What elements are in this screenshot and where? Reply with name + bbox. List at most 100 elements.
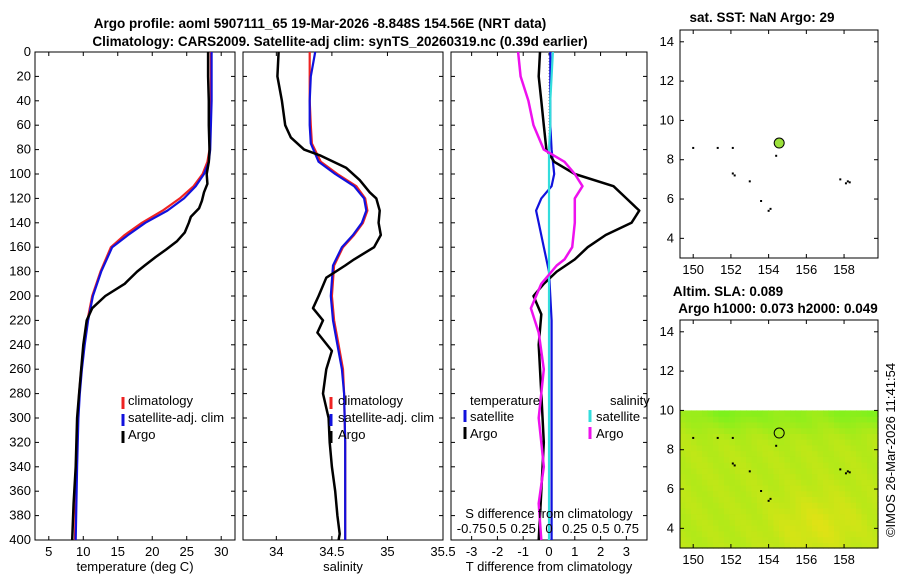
sla-cell (718, 542, 725, 549)
sla-cell (735, 421, 742, 429)
sla-cell (795, 416, 802, 423)
series-line-satellite-adj-clim (308, 51, 368, 540)
sla-cell (812, 542, 819, 549)
sla-cell (718, 536, 725, 543)
sla-cell (713, 421, 720, 429)
sla-cell (724, 502, 731, 509)
sla-cell (795, 444, 802, 452)
sla-cell (740, 496, 747, 503)
sla-cell (872, 513, 879, 520)
sla-cell (680, 467, 687, 475)
x-tick-label: 10 (76, 544, 90, 559)
sla-cell (768, 542, 775, 549)
sla-cell (801, 525, 808, 532)
sla-cell (680, 496, 687, 503)
sla-cell (729, 525, 736, 532)
sla-cell (779, 421, 786, 429)
sla-cell (757, 444, 764, 452)
sla-cell (751, 530, 758, 538)
sla-cell (867, 427, 874, 434)
sla-cell (751, 525, 758, 532)
series-line-temperature-argo (532, 51, 641, 541)
sla-cell (872, 502, 879, 509)
sla-cell (735, 513, 742, 520)
sla-cell (768, 490, 775, 497)
sla-cell (834, 427, 841, 434)
sla-cell (784, 484, 791, 492)
sla-cell (823, 456, 830, 463)
sla-cell (806, 496, 813, 503)
sla-cell (724, 439, 731, 446)
sla-cell (751, 484, 758, 492)
sla-cell (735, 507, 742, 515)
sla-cell (872, 530, 879, 538)
sla-cell (850, 530, 857, 538)
sla-cell (713, 519, 720, 526)
sla-cell (685, 496, 692, 503)
sla-cell (790, 502, 797, 509)
sla-cell (696, 416, 703, 423)
sla-cell (773, 462, 780, 469)
sla-cell (762, 519, 769, 526)
sla-cell (784, 542, 791, 549)
difference-series (516, 51, 641, 541)
legend-label-climatology: climatology (128, 393, 194, 408)
sla-cell (751, 462, 758, 469)
sla-cell (806, 502, 813, 509)
sla-cell (762, 439, 769, 446)
sla-cell (861, 530, 868, 538)
sla-cell (861, 473, 868, 480)
sla-cell (834, 507, 841, 515)
sla-cell (790, 433, 797, 440)
sla-cell (735, 416, 742, 423)
sla-cell (823, 416, 830, 423)
sla-cell (790, 427, 797, 434)
sla-cell (861, 433, 868, 440)
sla-cell (795, 462, 802, 469)
sla-cell (724, 490, 731, 497)
sla-cell (691, 410, 698, 417)
sla-cell (691, 421, 698, 429)
sla-cell (790, 473, 797, 480)
sla-cell (773, 416, 780, 423)
sla-cell (751, 513, 758, 520)
sla-cell (685, 513, 692, 520)
sla-cell (845, 502, 852, 509)
sla-cell (768, 450, 775, 457)
x-tick-label: 156 (795, 262, 817, 277)
sla-cell (779, 439, 786, 446)
sla-cell (856, 416, 863, 423)
legend-label-temp-satellite: satellite (470, 409, 514, 424)
sla-cell (828, 439, 835, 446)
sla-cell (801, 530, 808, 538)
sla-cell (702, 496, 709, 503)
salinity-panel: 34 34.5 35 35.5 salinity climatology satell… (242, 51, 456, 574)
sla-cell (867, 496, 874, 503)
sla-cell (729, 416, 736, 423)
sla-cell (685, 473, 692, 480)
sla-cell (746, 462, 753, 469)
sla-cell (718, 462, 725, 469)
sla-cell (872, 496, 879, 503)
sla-cell (845, 496, 852, 503)
sla-cell (861, 421, 868, 429)
sla-cell (856, 484, 863, 492)
sla-cell (812, 444, 819, 452)
temperature-axes-frame (34, 51, 236, 541)
sla-cell (845, 542, 852, 549)
sla-cell (707, 484, 714, 492)
sla-cell (790, 484, 797, 492)
legend-label-satellite: satellite-adj. clim (128, 410, 224, 425)
sla-cell (757, 519, 764, 526)
sla-cell (762, 416, 769, 423)
temperature-xlabel: temperature (deg C) (76, 559, 193, 574)
sla-cell (680, 542, 687, 549)
sla-cell (779, 473, 786, 480)
sla-cell (773, 450, 780, 457)
island-point (733, 174, 736, 177)
sla-cell (762, 421, 769, 429)
sla-cell (834, 410, 841, 417)
sla-cell (707, 462, 714, 469)
sla-cell (751, 467, 758, 475)
sla-cell (806, 536, 813, 543)
